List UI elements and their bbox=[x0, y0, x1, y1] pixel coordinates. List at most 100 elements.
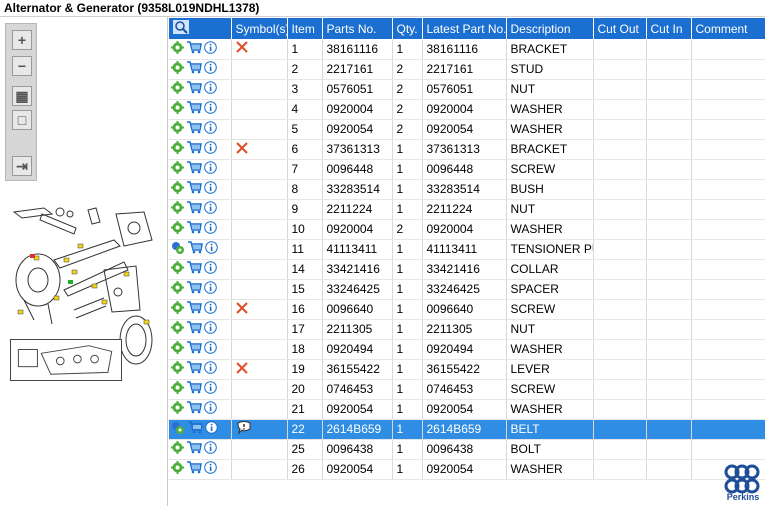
gear-icon[interactable] bbox=[171, 121, 184, 137]
cart-icon[interactable] bbox=[186, 161, 202, 177]
zoom-out-button[interactable]: − bbox=[12, 56, 32, 76]
column-header-qty[interactable]: Qty. bbox=[392, 18, 423, 39]
options-icon[interactable] bbox=[171, 421, 185, 437]
gear-icon[interactable] bbox=[171, 161, 184, 177]
column-header-cut-in[interactable]: Cut In bbox=[646, 18, 692, 39]
options-icon[interactable] bbox=[171, 241, 185, 257]
gear-icon[interactable] bbox=[171, 361, 184, 377]
gear-icon[interactable] bbox=[171, 221, 184, 237]
cart-icon[interactable] bbox=[186, 441, 202, 457]
table-row[interactable]: 2 2217161 2 2217161 STUD bbox=[169, 59, 765, 80]
cart-icon[interactable] bbox=[186, 181, 202, 197]
table-row[interactable]: 26 0920054 1 0920054 WASHER bbox=[169, 459, 765, 480]
cart-icon[interactable] bbox=[187, 421, 203, 437]
column-header-parts-no[interactable]: Parts No. bbox=[322, 18, 393, 39]
column-header-cut-out[interactable]: Cut Out bbox=[593, 18, 647, 39]
info-icon[interactable] bbox=[204, 461, 217, 477]
cart-icon[interactable] bbox=[186, 201, 202, 217]
gear-icon[interactable] bbox=[171, 401, 184, 417]
gear-icon[interactable] bbox=[171, 81, 184, 97]
gear-icon[interactable] bbox=[171, 40, 184, 57]
gear-icon[interactable] bbox=[171, 341, 184, 357]
info-icon[interactable] bbox=[204, 121, 217, 137]
info-icon[interactable] bbox=[204, 341, 217, 357]
gear-icon[interactable] bbox=[171, 201, 184, 217]
table-row[interactable]: 10 0920004 2 0920004 WASHER bbox=[169, 219, 765, 240]
cart-icon[interactable] bbox=[186, 321, 202, 337]
cart-icon[interactable] bbox=[186, 301, 202, 317]
fit-window-button[interactable]: □ bbox=[12, 110, 32, 130]
info-icon[interactable] bbox=[204, 381, 217, 397]
table-row[interactable]: 21 0920054 1 0920054 WASHER bbox=[169, 399, 765, 420]
column-header-latest-part-no[interactable]: Latest Part No. bbox=[422, 18, 507, 39]
info-icon[interactable] bbox=[204, 221, 217, 237]
cart-icon[interactable] bbox=[187, 241, 203, 257]
table-row[interactable]: 16 0096640 1 0096640 SCREW bbox=[169, 299, 765, 320]
column-header-item[interactable]: Item bbox=[287, 18, 323, 39]
info-icon[interactable] bbox=[204, 321, 217, 337]
info-icon[interactable] bbox=[204, 201, 217, 217]
info-icon[interactable] bbox=[204, 281, 217, 297]
cart-icon[interactable] bbox=[186, 81, 202, 97]
cart-icon[interactable] bbox=[186, 141, 202, 157]
column-header-actions[interactable] bbox=[169, 18, 232, 39]
table-row[interactable]: 7 0096448 1 0096448 SCREW bbox=[169, 159, 765, 180]
info-icon[interactable] bbox=[204, 81, 217, 97]
gear-icon[interactable] bbox=[171, 141, 184, 157]
gear-icon[interactable] bbox=[171, 441, 184, 457]
info-icon[interactable] bbox=[204, 301, 217, 317]
gear-icon[interactable] bbox=[171, 381, 184, 397]
info-icon[interactable] bbox=[204, 441, 217, 457]
cart-icon[interactable] bbox=[186, 381, 202, 397]
gear-icon[interactable] bbox=[171, 281, 184, 297]
info-icon[interactable] bbox=[204, 141, 217, 157]
cart-icon[interactable] bbox=[186, 401, 202, 417]
table-row[interactable]: 17 2211305 1 2211305 NUT bbox=[169, 319, 765, 340]
cart-icon[interactable] bbox=[186, 281, 202, 297]
info-icon[interactable] bbox=[204, 181, 217, 197]
gear-icon[interactable] bbox=[171, 261, 184, 277]
table-row[interactable]: 20 0746453 1 0746453 SCREW bbox=[169, 379, 765, 400]
info-icon[interactable] bbox=[204, 40, 217, 57]
cart-icon[interactable] bbox=[186, 121, 202, 137]
info-icon[interactable] bbox=[204, 261, 217, 277]
table-row[interactable]: 25 0096438 1 0096438 BOLT bbox=[169, 439, 765, 460]
gear-icon[interactable] bbox=[171, 61, 184, 77]
info-icon[interactable] bbox=[204, 161, 217, 177]
cart-icon[interactable] bbox=[186, 221, 202, 237]
table-row[interactable]: 8 33283514 1 33283514 BUSH bbox=[169, 179, 765, 200]
note-icon[interactable] bbox=[236, 420, 252, 438]
info-icon[interactable] bbox=[204, 361, 217, 377]
cart-icon[interactable] bbox=[186, 261, 202, 277]
cart-icon[interactable] bbox=[186, 361, 202, 377]
cart-icon[interactable] bbox=[186, 461, 202, 477]
cart-icon[interactable] bbox=[186, 101, 202, 117]
cart-icon[interactable] bbox=[186, 341, 202, 357]
info-icon[interactable] bbox=[205, 241, 218, 257]
toggle-list-button[interactable]: ⇥ bbox=[12, 156, 32, 176]
zoom-in-button[interactable]: + bbox=[12, 30, 32, 50]
fit-all-button[interactable]: ▦ bbox=[12, 86, 32, 106]
table-row[interactable]: 19 36155422 1 36155422 LEVER bbox=[169, 359, 765, 380]
gear-icon[interactable] bbox=[171, 101, 184, 117]
table-row[interactable]: 5 0920054 2 0920054 WASHER bbox=[169, 119, 765, 140]
info-icon[interactable] bbox=[205, 421, 218, 437]
exploded-parts-drawing[interactable] bbox=[4, 200, 162, 400]
search-icon[interactable] bbox=[173, 20, 189, 37]
column-header-description[interactable]: Description bbox=[506, 18, 594, 39]
info-icon[interactable] bbox=[204, 401, 217, 417]
gear-icon[interactable] bbox=[171, 321, 184, 337]
gear-icon[interactable] bbox=[171, 181, 184, 197]
column-header-comment[interactable]: Comment bbox=[691, 18, 765, 39]
table-row[interactable]: 6 37361313 1 37361313 BRACKET bbox=[169, 139, 765, 160]
overview-thumbnail[interactable] bbox=[10, 339, 122, 381]
cart-icon[interactable] bbox=[186, 61, 202, 77]
info-icon[interactable] bbox=[204, 101, 217, 117]
table-row[interactable]: 3 0576051 2 0576051 NUT bbox=[169, 79, 765, 100]
column-header-symbols[interactable]: Symbol(s) bbox=[231, 18, 288, 39]
table-row[interactable]: 18 0920494 1 0920494 WASHER bbox=[169, 339, 765, 360]
table-row[interactable]: 15 33246425 1 33246425 SPACER bbox=[169, 279, 765, 300]
table-row[interactable]: 22 2614B659 1 2614B659 BELT bbox=[169, 419, 765, 440]
gear-icon[interactable] bbox=[171, 461, 184, 477]
